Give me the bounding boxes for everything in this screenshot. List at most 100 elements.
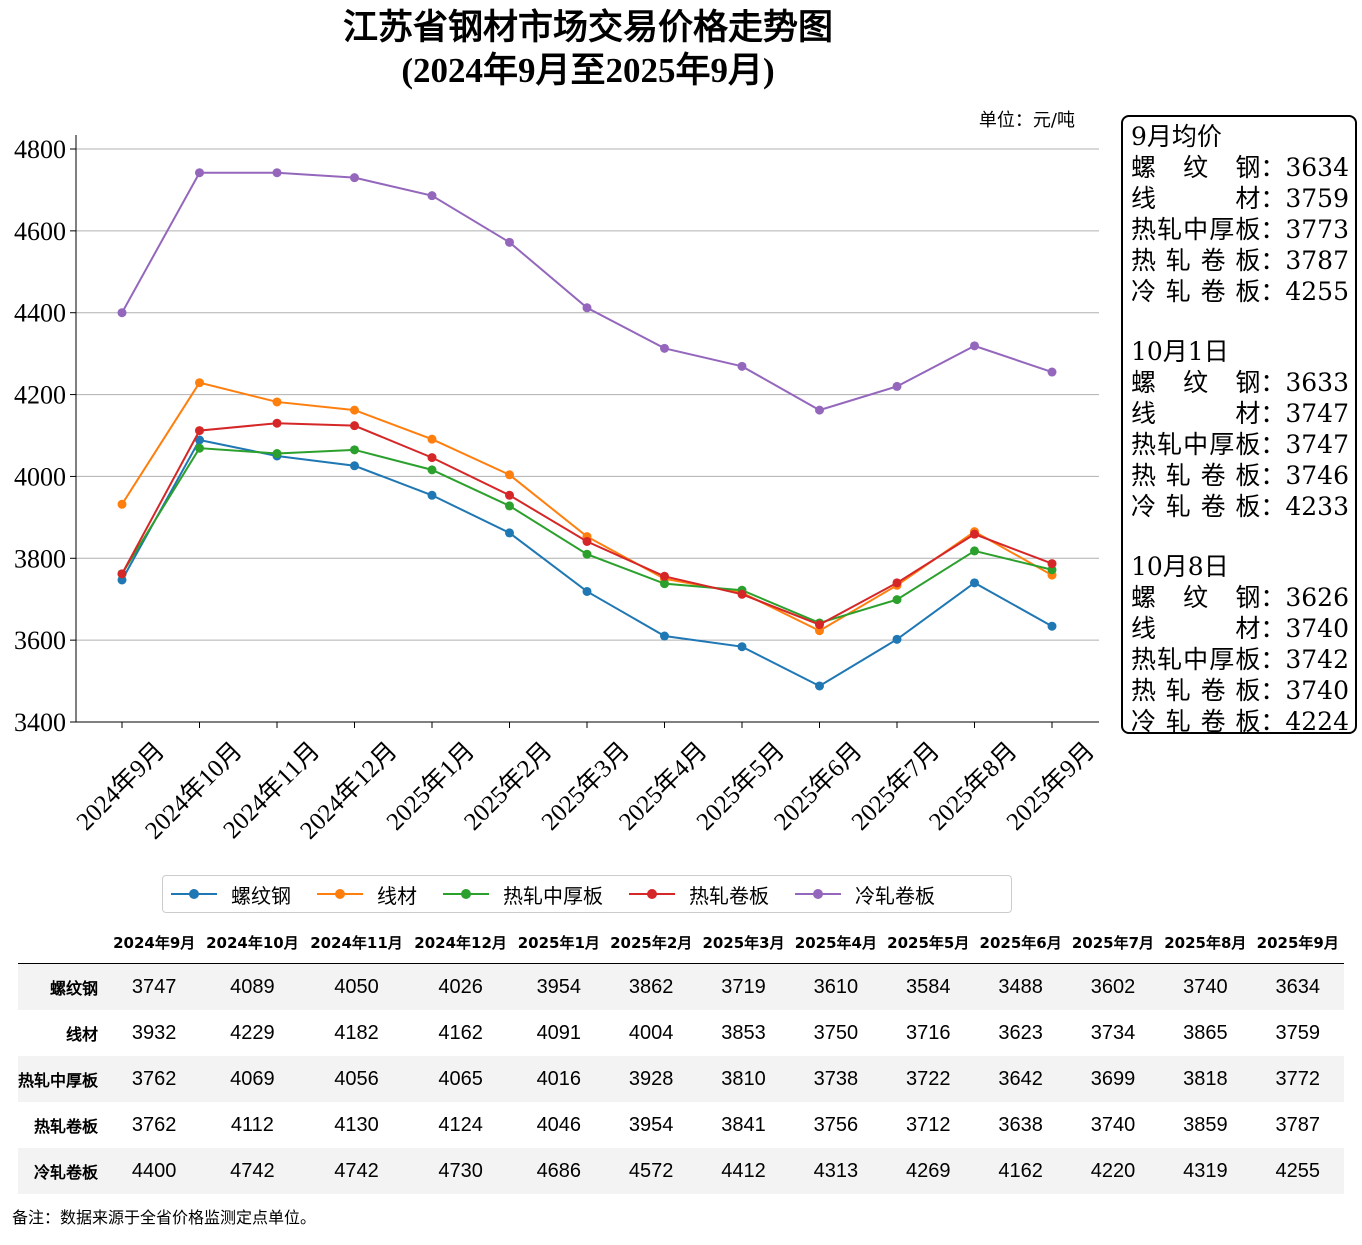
info-label-char: 板 (1235, 215, 1261, 244)
data-point (892, 595, 902, 605)
y-tick-label: 4000 (14, 462, 66, 491)
info-row-value: 3746 (1285, 461, 1349, 490)
table-cell: 3719 (697, 963, 790, 1010)
info-label-char: 热 (1131, 461, 1157, 490)
legend-marker (317, 887, 363, 901)
info-group-gap (1131, 522, 1349, 551)
info-row-label: 螺纹钢 (1131, 152, 1260, 183)
info-separator: ： (1260, 461, 1286, 490)
info-separator: ： (1260, 277, 1286, 306)
legend-label: 线材 (377, 883, 417, 908)
info-label-char: 轧 (1165, 492, 1191, 521)
price-info-box: 9月均价螺纹钢： 3634 线材： 3759 热轧中厚板： 3773 热轧卷板： 3787 冷轧… (1121, 115, 1357, 737)
grid-lines (76, 148, 1099, 641)
data-point (272, 168, 282, 178)
series-line (117, 435, 1057, 691)
info-row: 线材： 3740 (1131, 613, 1349, 644)
table-column-header: 2024年12月 (408, 921, 513, 964)
info-label-char: 钢 (1235, 153, 1261, 182)
info-label-char: 轧 (1157, 430, 1183, 459)
info-label-char: 轧 (1165, 676, 1191, 705)
info-label-char: 热 (1131, 215, 1157, 244)
data-point (505, 470, 514, 480)
info-row-label: 冷轧卷板 (1131, 276, 1260, 307)
info-label-char: 轧 (1165, 246, 1191, 275)
title-line-2: (2024年9月至2025年9月) (401, 51, 775, 90)
table-cell: 3623 (998, 1021, 1043, 1044)
table-cell: 3584 (882, 963, 975, 1010)
data-point (350, 445, 359, 455)
legend-item: 热轧中厚板 (443, 880, 603, 909)
table-column-header: 2024年10月 (200, 921, 305, 964)
table-cell: 4229 (230, 1021, 275, 1044)
data-point (117, 308, 127, 318)
table-cell: 3716 (906, 1021, 951, 1044)
table-cell: 4162 (438, 1021, 483, 1044)
table-cell: 3638 (998, 1113, 1043, 1136)
series-line (117, 418, 1057, 630)
table-cell: 4091 (536, 1021, 582, 1044)
table-cell: 4089 (200, 963, 305, 1010)
table-cell: 4742 (200, 1148, 305, 1194)
info-row-value: 3626 (1285, 583, 1349, 612)
table-cell: 4069 (200, 1056, 305, 1102)
table-column-header: 2025年8月 (1159, 921, 1252, 964)
info-separator: ： (1260, 246, 1286, 275)
data-point (970, 529, 979, 539)
info-row-value: 3740 (1285, 676, 1349, 705)
table-cell: 3722 (882, 1056, 975, 1102)
table-column-header: 2025年1月 (512, 921, 605, 964)
data-point (1047, 621, 1057, 631)
table-cell: 3740 (1090, 1113, 1136, 1136)
table-cell: 4269 (882, 1148, 975, 1194)
info-row-label: 热轧中厚板 (1131, 644, 1260, 675)
info-label-char: 纹 (1183, 583, 1209, 612)
data-point (350, 421, 359, 431)
info-row-label: 热轧中厚板 (1131, 214, 1260, 245)
data-point (427, 434, 437, 444)
data-point (582, 303, 592, 313)
info-label-char: 轧 (1157, 645, 1183, 674)
table-cell: 4182 (334, 1021, 379, 1044)
data-point (1047, 367, 1057, 377)
info-row: 冷轧卷板： 4224 (1131, 706, 1349, 737)
info-label-char: 热 (1131, 430, 1157, 459)
table-column-header: 2024年9月 (108, 921, 201, 964)
info-row-label: 螺纹钢 (1131, 367, 1260, 398)
series-line (117, 168, 1057, 415)
table-cell: 3740 (1159, 963, 1252, 1010)
table-cell: 4162 (974, 1148, 1067, 1194)
info-row: 热轧卷板： 3787 (1131, 245, 1349, 276)
table-column-header: 2025年5月 (882, 921, 975, 964)
data-point (505, 501, 514, 511)
legend-marker (795, 887, 841, 901)
table-cell: 3862 (605, 963, 698, 1010)
table-row-header: 螺纹钢 (18, 963, 108, 1010)
info-row: 冷轧卷板： 4255 (1131, 276, 1349, 307)
data-point (815, 681, 824, 691)
info-row: 线材： 3747 (1131, 398, 1349, 429)
info-label-char: 材 (1235, 399, 1261, 428)
info-label-char: 轧 (1157, 215, 1183, 244)
data-point (1047, 559, 1057, 569)
table-row: 热轧中厚板 3762 4069 4056 4065 4016 3928 3810 3738 372… (18, 1056, 1344, 1102)
data-point (737, 361, 747, 371)
table-cell: 3772 (1251, 1056, 1344, 1102)
table-cell: 4050 (304, 963, 409, 1010)
data-point (660, 343, 669, 353)
footnote: 备注：数据来源于全省价格监测定点单位。 (12, 1208, 317, 1227)
data-point (350, 405, 359, 415)
info-label-char: 板 (1235, 492, 1261, 521)
info-row: 热轧卷板： 3740 (1131, 675, 1349, 706)
y-tick-labels: 3400 3600 3800 4000 4200 4400 4600 4800 (14, 135, 66, 737)
info-label-char: 螺 (1131, 368, 1157, 397)
line-chart: 3400 3600 3800 4000 4200 4400 4600 4800 2024年9月… (14, 110, 1100, 845)
table-row-header: 线材 (65, 1025, 98, 1044)
info-label-char: 板 (1235, 430, 1261, 459)
legend: 螺纹钢 线材 热轧中厚板 热轧卷板 冷轧卷板 (162, 875, 1012, 913)
info-label-char: 材 (1235, 614, 1261, 643)
info-separator: ： (1260, 676, 1286, 705)
info-row-value: 3742 (1285, 645, 1349, 674)
legend-label: 热轧卷板 (689, 883, 769, 908)
table-cell: 4400 (108, 1148, 201, 1194)
